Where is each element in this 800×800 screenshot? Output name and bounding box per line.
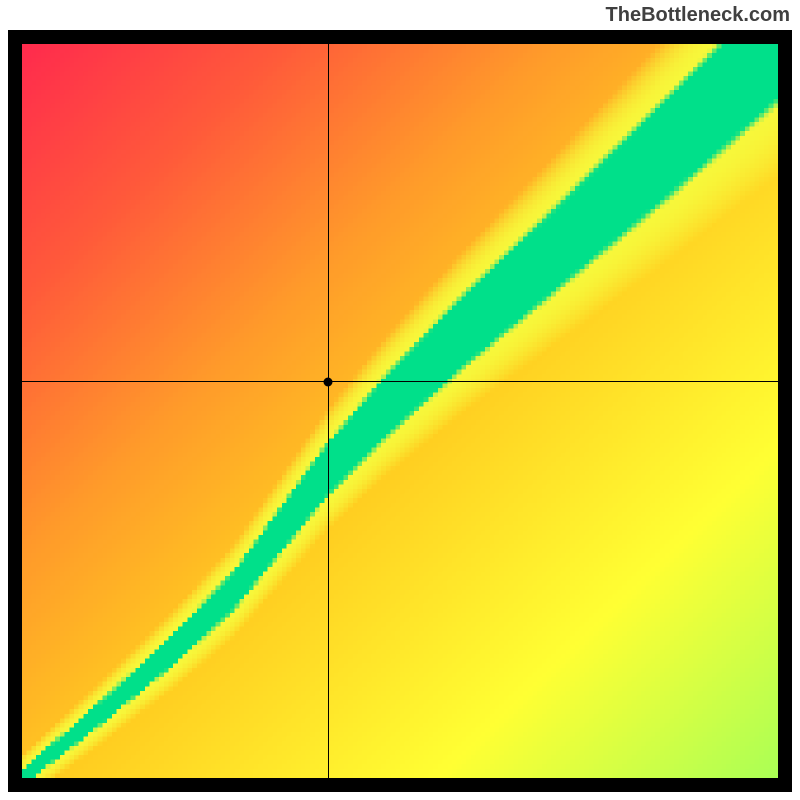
watermark-text: TheBottleneck.com: [606, 4, 790, 27]
crosshair-horizontal: [22, 381, 778, 382]
crosshair-point: [324, 377, 333, 386]
crosshair-vertical: [328, 44, 329, 778]
heatmap-canvas: [22, 44, 778, 778]
plot-frame-top: [8, 30, 792, 44]
plot-frame-bottom: [8, 778, 792, 792]
chart-container: { "watermark": { "text": "TheBottleneck.…: [0, 0, 800, 800]
plot-frame-right: [778, 30, 792, 792]
plot-frame-left: [8, 30, 22, 792]
